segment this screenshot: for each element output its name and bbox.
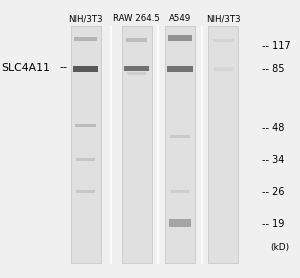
Bar: [73, 66, 98, 72]
Text: -- 48: -- 48: [262, 123, 285, 133]
Bar: [208, 26, 238, 263]
Text: A549: A549: [169, 14, 191, 23]
Bar: [127, 72, 146, 75]
Bar: [171, 190, 189, 193]
Bar: [165, 26, 195, 263]
Text: -- 26: -- 26: [262, 187, 285, 197]
Bar: [126, 38, 147, 42]
Text: -- 85: -- 85: [262, 64, 285, 75]
Bar: [75, 124, 96, 127]
Bar: [167, 66, 193, 72]
Bar: [213, 38, 234, 42]
Text: NIH/3T3: NIH/3T3: [68, 14, 103, 23]
Text: NIH/3T3: NIH/3T3: [206, 14, 241, 23]
Bar: [74, 37, 97, 41]
Text: SLC4A11: SLC4A11: [2, 63, 50, 73]
Text: --: --: [59, 63, 68, 73]
Text: -- 34: -- 34: [262, 155, 285, 165]
Bar: [122, 26, 152, 263]
Text: -- 19: -- 19: [262, 219, 285, 229]
Bar: [168, 35, 192, 41]
Bar: [70, 26, 101, 263]
Text: RAW 264.5: RAW 264.5: [113, 14, 160, 23]
Bar: [76, 190, 95, 193]
Bar: [170, 135, 190, 138]
Text: (kD): (kD): [270, 243, 289, 252]
Bar: [214, 67, 233, 71]
Bar: [76, 158, 95, 161]
Bar: [124, 66, 149, 71]
Text: -- 117: -- 117: [262, 41, 291, 51]
Bar: [169, 219, 191, 227]
